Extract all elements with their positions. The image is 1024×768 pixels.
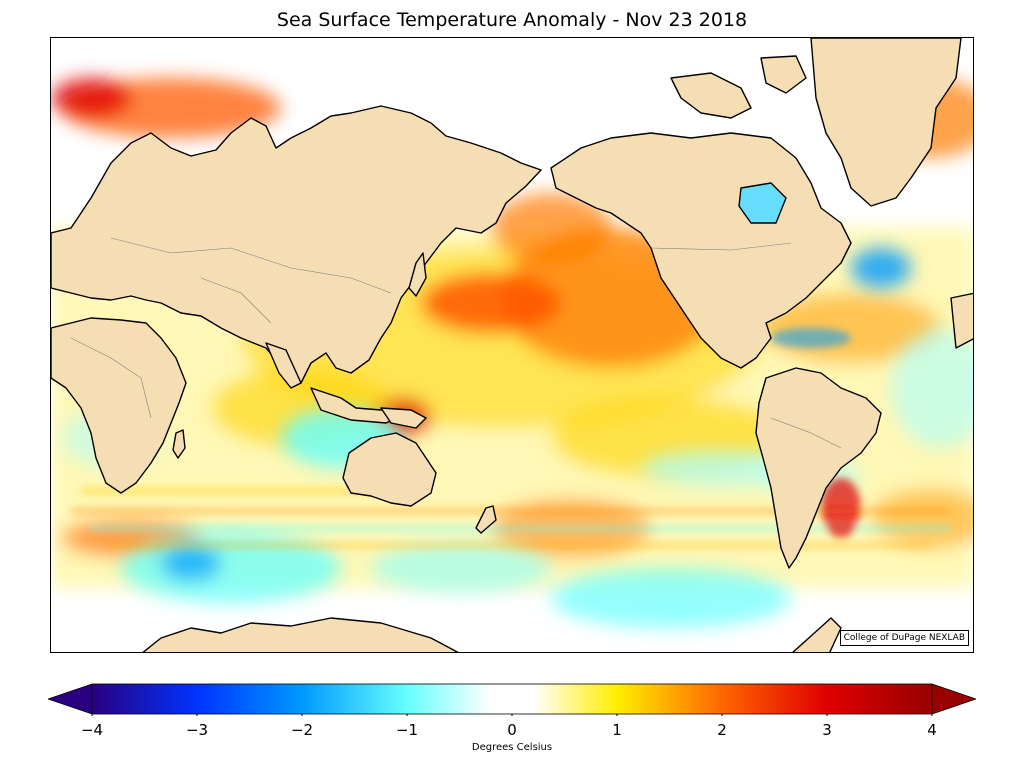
land-arctic-islands (670, 55, 807, 119)
colorbar-tick-label: 4 (927, 721, 937, 739)
colorbar-tick-label: 1 (612, 721, 622, 739)
land-japan (408, 252, 427, 297)
land-new-zealand (475, 505, 497, 534)
map-title: Sea Surface Temperature Anomaly - Nov 23… (276, 9, 748, 31)
land-masses (51, 38, 973, 652)
colorbar-tick-label: −1 (395, 721, 419, 739)
land-greenland (810, 38, 962, 207)
land-far-east-edge (950, 292, 973, 349)
cool-anomalies (61, 248, 973, 628)
credit-label: College of DuPage NEXLAB (839, 630, 969, 646)
land-south-america (755, 367, 882, 569)
colorbar-ticks (91, 714, 933, 716)
colorbar-low-extension (48, 683, 93, 715)
colorbar-tick-label: −3 (185, 721, 209, 739)
colorbar-body (91, 683, 933, 715)
colorbar-tick-label: 0 (507, 721, 517, 739)
land-australia (342, 432, 437, 507)
colorbar (48, 683, 976, 716)
land-africa (51, 317, 187, 494)
colorbar-tick-label: −2 (290, 721, 314, 739)
colorbar-tick-label: −4 (80, 721, 104, 739)
land-antarctica (142, 617, 459, 652)
political-borders (70, 237, 842, 449)
water-hudson-bay (738, 182, 787, 224)
colorbar-label: Degrees Celsius (471, 742, 553, 753)
land-antarctic-peninsula (792, 617, 842, 652)
colorbar-high-extension (931, 683, 976, 715)
land-madagascar (172, 429, 186, 459)
land-india (265, 342, 302, 389)
colorbar-tick-label: 2 (717, 721, 727, 739)
anomaly-map (51, 38, 973, 652)
southern-ocean-streaks (71, 328, 951, 548)
map-frame: College of DuPage NEXLAB (50, 37, 974, 653)
land-eurasia (51, 105, 542, 384)
colorbar-tick-label: 3 (822, 721, 832, 739)
land-new-guinea (380, 407, 427, 429)
